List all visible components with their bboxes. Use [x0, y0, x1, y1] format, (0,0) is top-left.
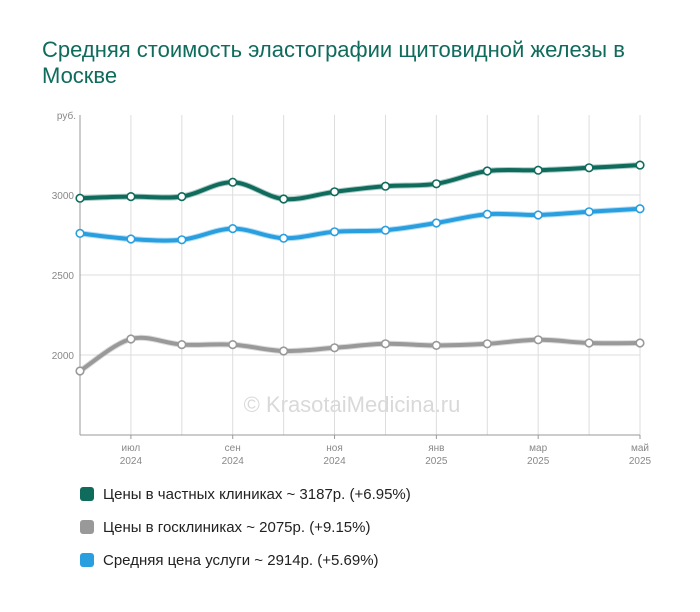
x-tick-label-year: 2024 — [120, 456, 143, 467]
data-point-0 — [533, 165, 543, 175]
x-tick-label-year: 2024 — [222, 456, 245, 467]
data-point-1 — [482, 339, 492, 349]
data-point-0 — [482, 166, 492, 176]
x-tick-label-year: 2025 — [425, 456, 448, 467]
x-tick-label-month: ноя — [326, 443, 343, 454]
data-point-2 — [584, 207, 594, 217]
y-unit-label: руб. — [57, 110, 76, 122]
chart-area: © KrasotaiMedicina.ru 2000 2500 3000 руб. ию… — [52, 110, 652, 467]
data-point-2 — [635, 204, 645, 214]
legend-item-average[interactable]: Средняя цена услуги ~ 2914р. (+5.69%) — [80, 549, 411, 571]
series-line-2 — [78, 206, 642, 243]
series-line-0 — [78, 163, 642, 202]
legend-swatch-public — [80, 520, 94, 534]
x-tick-label-month: мар — [529, 443, 547, 454]
data-point-2 — [329, 227, 340, 237]
data-point-2 — [126, 234, 136, 244]
data-point-2 — [279, 233, 289, 243]
data-point-1 — [380, 339, 391, 349]
legend-swatch-private — [80, 487, 94, 501]
x-tick-label-month: янв — [428, 443, 444, 454]
data-point-0 — [126, 192, 136, 202]
data-point-0 — [279, 194, 289, 204]
data-point-0 — [380, 181, 391, 191]
legend-label-private: Цены в частных клиниках ~ 3187р. (+6.95%… — [103, 485, 411, 503]
y-tick-label: 3000 — [52, 191, 75, 202]
data-point-2 — [177, 235, 187, 245]
data-point-0 — [75, 193, 85, 203]
data-point-1 — [584, 338, 594, 348]
x-tick-label-month: июл — [122, 443, 141, 454]
legend-swatch-average — [80, 553, 94, 567]
data-point-2 — [533, 210, 543, 220]
x-tick-label-year: 2025 — [629, 456, 652, 467]
data-point-1 — [279, 346, 289, 356]
x-tick-label-year: 2024 — [323, 456, 346, 467]
legend-label-public: Цены в госклиниках ~ 2075р. (+9.15%) — [103, 518, 371, 536]
data-point-1 — [329, 343, 340, 353]
data-point-1 — [533, 335, 543, 345]
data-point-1 — [431, 340, 441, 351]
axis-labels: 2000 2500 3000 руб. июл 2024 сен 2024 ноя 2024 янв… — [52, 110, 652, 467]
x-tick-label-month: сен — [225, 443, 241, 454]
x-tick-label-year: 2025 — [527, 456, 550, 467]
legend-label-average: Средняя цена услуги ~ 2914р. (+5.69%) — [103, 551, 379, 569]
x-tick-label-month: май — [631, 443, 649, 454]
data-point-0 — [584, 163, 594, 173]
y-tick-label: 2000 — [52, 351, 75, 362]
chart-title: Средняя стоимость эластографии щитовидно… — [42, 37, 625, 88]
data-point-1 — [228, 340, 238, 350]
data-point-0 — [329, 187, 340, 197]
watermark: © KrasotaiMedicina.ru — [244, 392, 461, 417]
series-layer — [77, 162, 643, 374]
legend-item-private[interactable]: Цены в частных клиниках ~ 3187р. (+6.95%… — [80, 483, 411, 505]
data-point-0 — [177, 192, 187, 202]
legend: Цены в частных клиниках ~ 3187р. (+6.95%… — [80, 483, 411, 582]
data-point-2 — [482, 209, 492, 219]
data-point-2 — [380, 225, 391, 235]
points-layer — [75, 160, 645, 376]
data-point-1 — [75, 366, 85, 376]
data-point-0 — [228, 177, 238, 187]
grid — [80, 115, 641, 435]
axes — [79, 115, 641, 439]
data-point-2 — [431, 218, 441, 228]
data-point-1 — [635, 338, 645, 348]
data-point-1 — [177, 340, 187, 350]
legend-item-public[interactable]: Цены в госклиниках ~ 2075р. (+9.15%) — [80, 516, 411, 538]
data-point-1 — [126, 334, 136, 344]
data-point-0 — [635, 160, 645, 170]
data-point-2 — [228, 224, 238, 234]
data-point-0 — [431, 179, 441, 189]
y-tick-label: 2500 — [52, 271, 75, 282]
data-point-2 — [75, 228, 85, 238]
